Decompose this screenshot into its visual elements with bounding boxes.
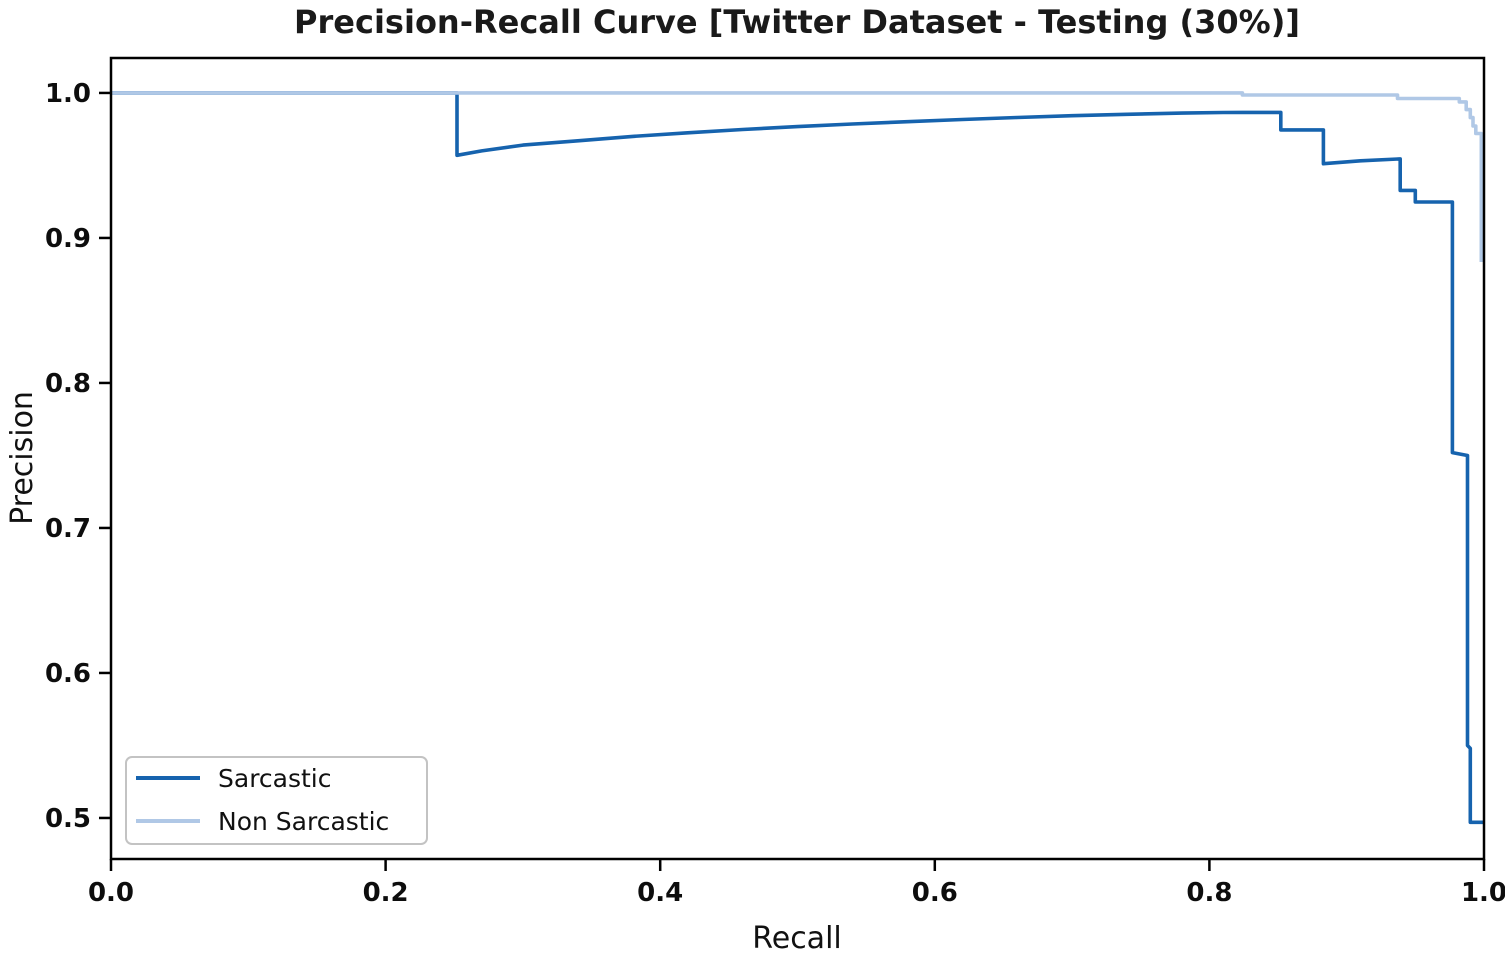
x-tick-label: 0.6: [912, 878, 958, 908]
x-tick-label: 0.0: [88, 878, 134, 908]
y-tick-label: 0.8: [45, 369, 91, 399]
legend-box: [125, 756, 428, 845]
series-line-sarcastic: [111, 91, 1484, 825]
x-tick-label: 1.0: [1461, 878, 1505, 908]
axes-spines: [109, 56, 1486, 861]
x-tick-label: 0.4: [637, 878, 683, 908]
series-lines: [111, 91, 1484, 825]
x-axis-label: Recall: [752, 921, 842, 956]
series-line-non-sarcastic: [111, 91, 1484, 262]
y-tick-label: 0.9: [45, 224, 91, 254]
y-tick-label: 1.0: [45, 79, 91, 109]
y-tick-label: 0.7: [45, 514, 91, 544]
x-tick-label: 0.8: [1186, 878, 1232, 908]
y-axis-label: Precision: [5, 391, 40, 525]
legend-sarcastic-label: Sarcastic: [218, 764, 332, 793]
plot-area: [111, 58, 1484, 859]
legend-non-sarcastic-label: Non Sarcastic: [218, 807, 389, 836]
x-axis-ticks: 0.0 0.2 0.4 0.6 0.8 1.0: [88, 859, 1505, 908]
y-tick-label: 0.5: [45, 804, 91, 834]
chart-title: Precision-Recall Curve [Twitter Dataset …: [294, 3, 1300, 41]
x-tick-label: 0.2: [363, 878, 409, 908]
y-tick-label: 0.6: [45, 659, 91, 689]
legend: Sarcastic Non Sarcastic: [125, 756, 428, 845]
y-axis-ticks: 1.0 0.9 0.8 0.7 0.6 0.5: [45, 79, 111, 834]
